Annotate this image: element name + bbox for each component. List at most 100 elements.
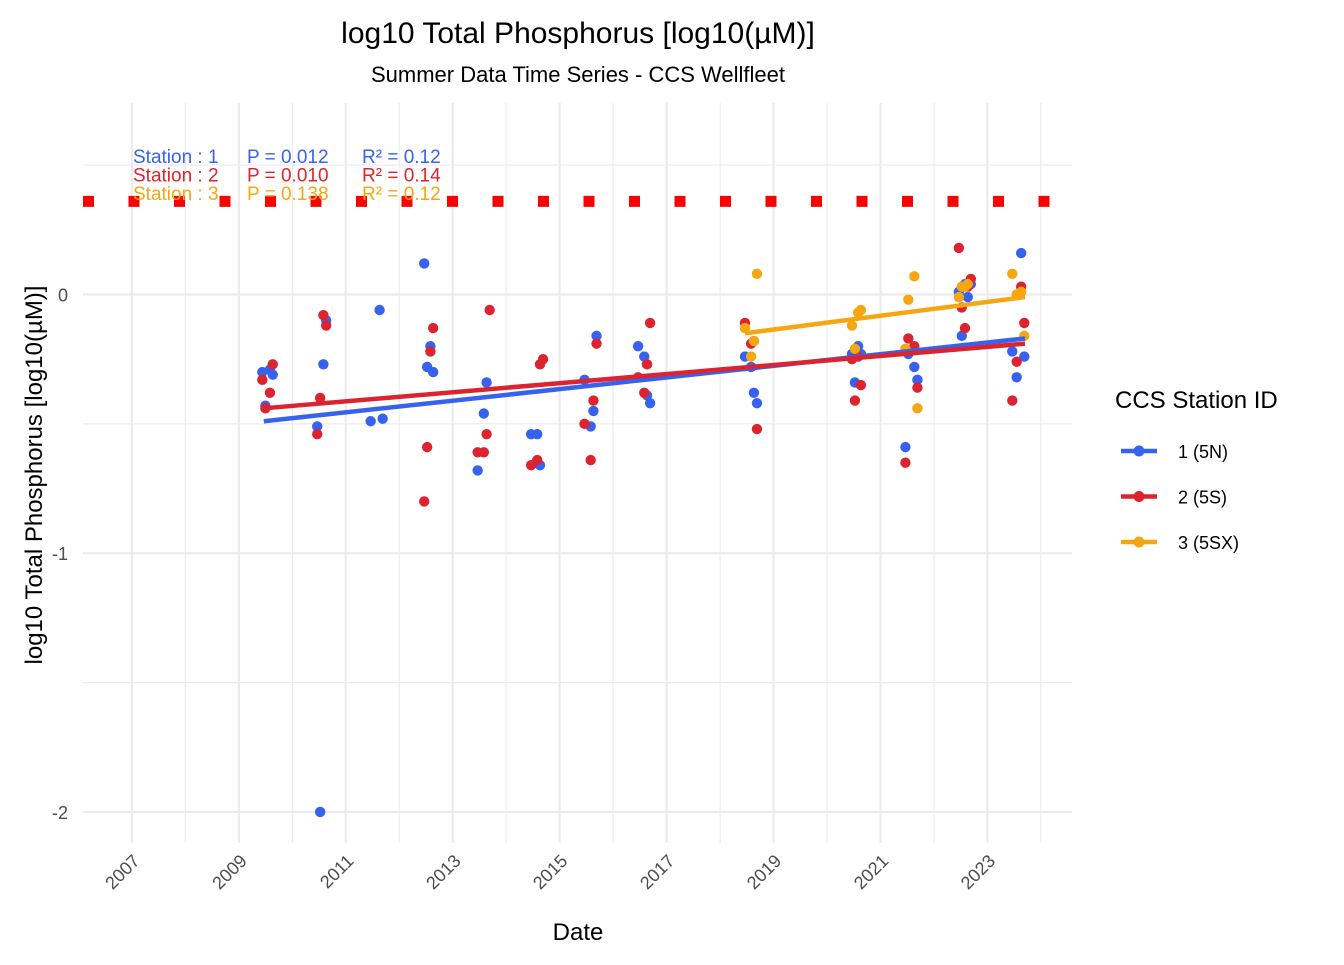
data-point-station-2	[641, 359, 653, 370]
data-point-station-2	[959, 322, 971, 334]
data-point-station-2	[318, 309, 329, 321]
data-point-station-1	[365, 416, 376, 427]
data-point-station-1	[748, 387, 760, 398]
trend-line-station-3	[744, 294, 1026, 336]
x-axis-title: Date	[553, 919, 604, 946]
data-point-station-1	[644, 397, 656, 409]
data-point-station-1	[1016, 247, 1027, 259]
stat-p-value: P = 0.138	[247, 184, 329, 205]
legend-item-label: 2 (5S)	[1178, 488, 1227, 508]
data-point-station-2	[484, 304, 495, 316]
data-point-station-3	[745, 351, 757, 362]
stat-r-squared: R² = 0.14	[362, 166, 441, 187]
chart-title: log10 Total Phosphorus [log10(µM)]	[341, 17, 815, 50]
data-point-station-1	[751, 397, 763, 409]
data-point-station-2	[481, 428, 492, 440]
x-tick-label: 2013	[422, 851, 464, 893]
legend-item-label: 3 (5SX)	[1178, 533, 1239, 553]
x-tick-label: 2021	[850, 851, 892, 893]
data-point-station-3	[1016, 286, 1027, 298]
x-tick-label: 2009	[208, 851, 250, 893]
data-point-station-2	[591, 338, 602, 349]
stat-station-label: Station : 3	[133, 184, 219, 205]
data-point-station-2	[644, 317, 656, 329]
data-point-station-2	[312, 428, 323, 440]
data-point-station-2	[579, 418, 590, 430]
legend-items: 1 (5N) 2 (5S) 3 (5SX)	[1121, 442, 1239, 553]
trend-layer	[263, 294, 1026, 424]
x-tick-label: 2007	[101, 851, 143, 893]
trend-line-station-2	[263, 341, 1026, 411]
data-point-station-3	[849, 343, 861, 355]
stat-station-label: Station : 2	[133, 166, 219, 187]
grid-layer	[83, 103, 1072, 843]
data-point-station-1	[472, 465, 483, 476]
data-point-station-1	[318, 359, 329, 370]
x-tick-label: 2023	[957, 851, 999, 893]
data-point-station-3	[855, 304, 867, 316]
data-point-station-1	[1011, 372, 1022, 383]
data-point-station-2	[849, 395, 861, 406]
data-point-station-2	[537, 353, 549, 365]
data-point-station-3	[909, 271, 920, 282]
data-point-station-3	[962, 278, 973, 290]
data-point-station-1	[588, 405, 599, 417]
data-point-station-1	[532, 428, 543, 440]
points-layer	[257, 242, 1030, 818]
y-tick-label: 0	[58, 285, 68, 305]
x-tick-label: 2017	[636, 851, 678, 893]
data-point-station-1	[1019, 351, 1030, 362]
data-point-station-1	[1007, 346, 1018, 357]
data-point-station-2	[585, 454, 596, 466]
data-point-station-3	[912, 403, 923, 414]
data-point-station-1	[419, 258, 430, 269]
data-point-station-2	[588, 395, 599, 406]
data-point-station-3	[1007, 268, 1018, 279]
stat-p-value: P = 0.012	[247, 147, 329, 168]
data-point-station-1	[314, 806, 326, 818]
data-point-station-2	[264, 387, 276, 398]
stat-p-value: P = 0.010	[247, 166, 329, 187]
data-point-station-2	[953, 242, 965, 254]
data-point-station-2	[751, 423, 763, 435]
data-point-station-1	[374, 304, 385, 316]
data-point-station-2	[1019, 317, 1030, 329]
data-point-station-3	[751, 268, 763, 279]
data-point-station-2	[532, 454, 543, 466]
data-point-station-2	[1007, 395, 1018, 406]
legend-title: CCS Station ID	[1115, 387, 1278, 414]
data-point-station-1	[427, 366, 439, 378]
data-point-station-2	[855, 379, 867, 391]
x-tick-label: 2011	[316, 851, 358, 893]
legend: CCS Station ID 1 (5N) 2 (5S) 3 (5SX)	[1115, 387, 1278, 553]
data-point-station-2	[912, 382, 923, 393]
data-point-station-1	[909, 361, 920, 373]
y-axis-title: log10 Total Phosphorus [log10(µM)]	[21, 286, 48, 665]
data-point-station-1	[267, 369, 278, 380]
data-point-station-2	[267, 359, 278, 370]
data-point-station-1	[962, 291, 973, 303]
data-point-station-3	[903, 294, 914, 305]
data-point-station-2	[900, 457, 911, 468]
data-point-station-3	[953, 291, 965, 303]
data-point-station-2	[1011, 356, 1022, 367]
data-point-station-2	[425, 346, 436, 357]
data-point-station-2	[314, 392, 326, 404]
legend-key-dot	[1133, 536, 1145, 548]
data-point-station-2	[320, 320, 332, 331]
axis-layer: -2 -1 0 2007 2009 2011 2013 2015 2017 2019 2021 202…	[52, 285, 999, 893]
data-point-station-2	[903, 333, 914, 344]
data-point-station-3	[846, 320, 858, 331]
data-point-station-1	[591, 330, 602, 342]
data-point-station-2	[419, 496, 430, 507]
legend-key-dot	[1133, 491, 1145, 502]
data-point-station-3	[748, 335, 760, 347]
x-tick-label: 2019	[743, 851, 785, 893]
trend-line-station-1	[263, 336, 1026, 424]
legend-key-dot	[1133, 445, 1145, 457]
legend-item-label: 1 (5N)	[1178, 442, 1228, 462]
data-point-station-2	[427, 322, 439, 334]
data-point-station-1	[900, 441, 911, 453]
